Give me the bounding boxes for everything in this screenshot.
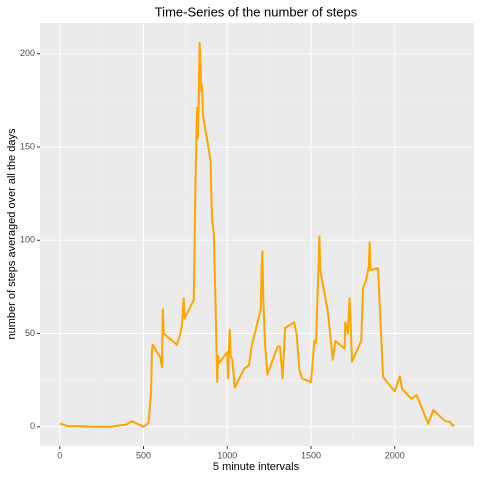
y-tick-label: 200 — [20, 48, 35, 58]
x-tick-label: 500 — [136, 450, 151, 460]
panel — [40, 23, 474, 446]
y-axis-label: number of steps averaged over all the da… — [6, 128, 18, 339]
data-line — [59, 41, 455, 428]
y-tick-label: 100 — [20, 235, 35, 245]
x-tick-label: 1000 — [217, 450, 237, 460]
x-tick-label: 0 — [57, 450, 62, 460]
y-tick-label: 50 — [25, 328, 35, 338]
x-axis-label: 5 minute intervals — [213, 461, 300, 473]
y-tick-label: 150 — [20, 141, 35, 151]
x-tick-label: 1500 — [301, 450, 321, 460]
y-tick-label: 0 — [30, 421, 35, 431]
x-tick-label: 2000 — [385, 450, 405, 460]
chart-title: Time-Series of the number of steps — [155, 4, 358, 19]
